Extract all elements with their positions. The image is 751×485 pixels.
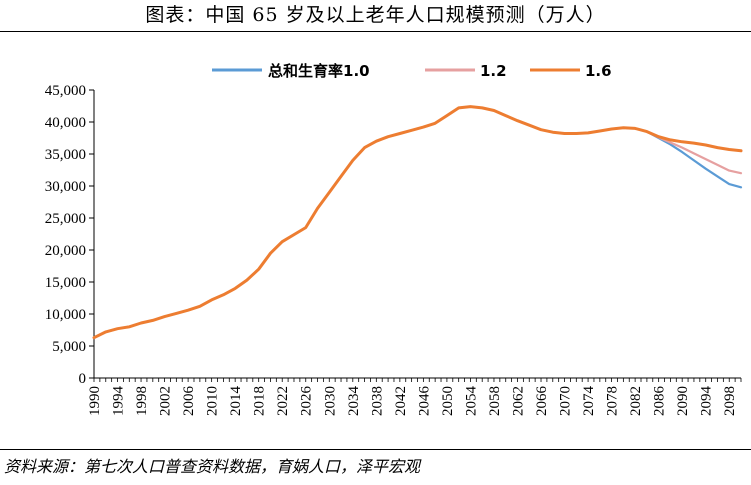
source-divider [0,449,751,450]
title-divider [0,31,751,32]
chart-series [92,105,743,340]
x-tick-label: 2026 [299,386,315,417]
x-tick-label: 2038 [369,386,385,416]
line-chart: 0 5,000 10,000 15,000 20,000 25,000 30,000 35,0… [45,62,743,417]
y-tick-label: 30,000 [45,179,86,195]
x-tick-label: 2082 [628,386,644,416]
x-tick-label: 2046 [416,386,432,417]
chart-axes: 0 5,000 10,000 15,000 20,000 25,000 30,000 35,0… [45,83,742,417]
x-tick-label: 2014 [228,386,244,417]
x-tick-label: 1994 [111,386,127,417]
source-note: 资料来源：第七次人口普查资料数据，育娲人口，泽平宏观 [4,457,421,476]
series-line-2 [92,105,743,339]
x-tick-label: 2010 [205,386,221,416]
y-tick-label: 0 [79,371,87,387]
y-tick-label: 40,000 [45,115,86,131]
x-tick-label: 2078 [605,386,621,416]
legend-label-3: 1.6 [585,62,612,80]
x-tick-label: 2090 [675,386,691,416]
y-tick-label: 45,000 [45,83,86,99]
x-tick-label: 2002 [158,386,174,416]
x-tick-label: 2018 [252,386,268,416]
x-tick-label: 2054 [463,386,479,417]
y-tick-label: 5,000 [52,339,86,355]
chart-legend: 总和生育率1.0 1.2 1.6 [212,62,612,80]
x-tick-label: 2094 [699,386,715,417]
x-tick-label: 2022 [275,386,291,416]
x-tick-label: 2034 [346,386,362,417]
x-tick-label: 1998 [134,386,150,416]
chart-title: 图表：中国 65 岁及以上老年人口规模预测（万人） [145,4,606,26]
x-tick-label: 2070 [558,386,574,416]
series-line-3 [92,105,743,340]
x-tick-label: 2058 [487,386,503,416]
x-tick-label: 2006 [181,386,197,417]
x-tick-label: 1990 [87,386,103,416]
x-tick-label: 2042 [393,386,409,416]
y-tick-label: 25,000 [45,211,86,227]
x-tick-label: 2074 [581,386,597,417]
y-tick-label: 35,000 [45,147,86,163]
y-tick-label: 10,000 [45,307,86,323]
legend-label-1: 总和生育率1.0 [268,62,370,80]
y-tick-label: 15,000 [45,275,86,291]
x-tick-label: 2086 [652,386,668,417]
legend-label-2: 1.2 [480,62,507,80]
x-tick-label: 2030 [322,386,338,416]
x-tick-label: 2098 [722,386,738,416]
y-tick-label: 20,000 [45,243,86,259]
x-tick-label: 2066 [534,386,550,417]
series-line-1 [92,105,743,339]
x-tick-label: 2062 [510,386,526,416]
x-tick-label: 2050 [440,386,456,416]
